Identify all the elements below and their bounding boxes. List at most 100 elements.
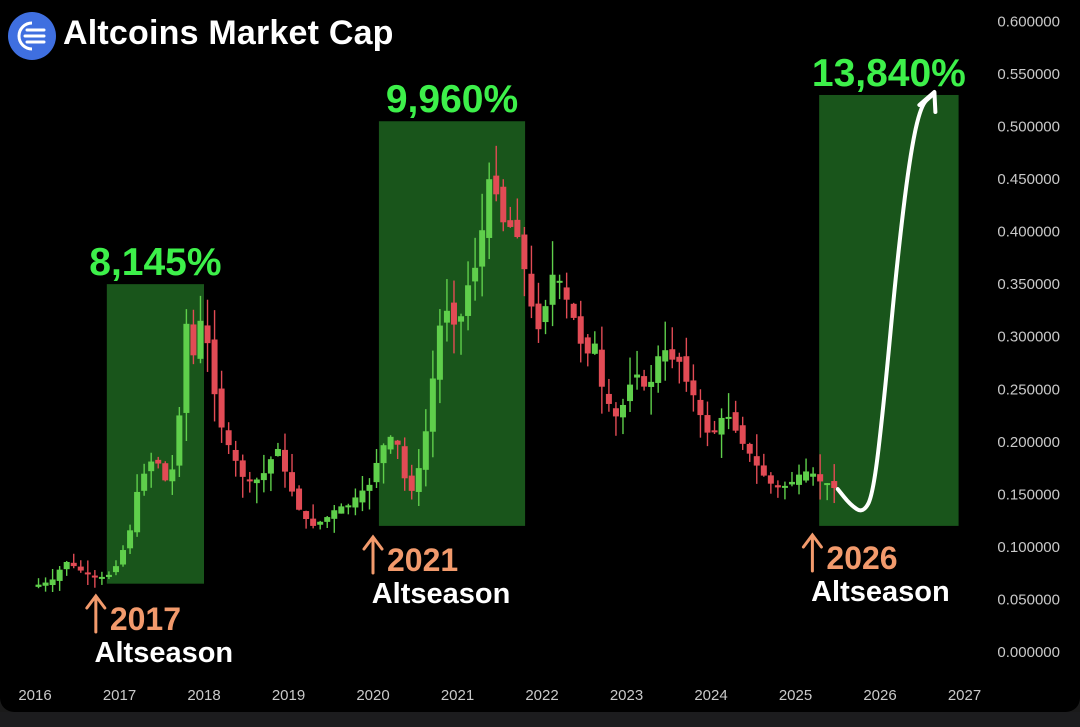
- x-tick-label: 2019: [272, 687, 305, 704]
- candle-body: [627, 384, 634, 402]
- highlight-zone: [819, 94, 959, 526]
- candle-body: [507, 220, 514, 227]
- candle-body: [584, 337, 591, 354]
- candle-body: [112, 566, 119, 573]
- candle-body: [267, 459, 274, 474]
- up-arrow-icon: [85, 593, 107, 634]
- candle-body: [211, 339, 218, 395]
- candle-body: [274, 449, 281, 457]
- candle-body: [176, 415, 183, 466]
- candle-body: [218, 388, 225, 428]
- candle-body: [77, 566, 84, 571]
- chart-frame: Altcoins Market Cap 0.000000 0.050000 0.10…: [0, 0, 1080, 712]
- candle-body: [317, 521, 324, 525]
- candle-body: [127, 530, 134, 549]
- chart-title: Altcoins Market Cap: [63, 14, 394, 52]
- candle-body: [225, 430, 232, 446]
- candle-body: [500, 186, 507, 223]
- candle-body: [49, 579, 56, 586]
- candle-body: [570, 303, 577, 318]
- candle-body: [42, 582, 49, 586]
- candle-body: [704, 415, 711, 433]
- candle-body: [648, 381, 655, 387]
- candle-body: [831, 481, 838, 489]
- candle-body: [655, 356, 662, 383]
- candle-body: [352, 497, 359, 508]
- candle-body: [436, 325, 443, 380]
- candle-body: [619, 404, 626, 418]
- candle-body: [253, 479, 260, 484]
- candle-body: [70, 562, 77, 567]
- candle-body: [458, 316, 465, 322]
- candle-body: [781, 485, 788, 488]
- candle-body: [239, 460, 246, 477]
- candle-body: [232, 449, 239, 461]
- candle-body: [105, 574, 112, 577]
- candle-body: [669, 349, 676, 360]
- chart-svg: 0.000000 0.050000 0.100000 0.150000 0.200000…: [18, 13, 1060, 704]
- y-tick-label: 0.400000: [997, 224, 1060, 241]
- candle-body: [641, 376, 648, 387]
- candle-body: [676, 356, 683, 362]
- logo-lines-icon: [17, 21, 46, 51]
- candle-body: [725, 416, 732, 419]
- x-tick-label: 2022: [525, 687, 558, 704]
- candle-body: [774, 485, 781, 488]
- candle-body: [634, 374, 641, 378]
- candle-body: [345, 505, 352, 508]
- highlight-zone: [106, 284, 204, 584]
- altseason-label: Altseason: [372, 578, 511, 610]
- candle-body: [204, 325, 211, 344]
- candle-body: [84, 572, 91, 575]
- y-tick-label: 0.300000: [997, 329, 1060, 346]
- candle-body: [796, 474, 803, 485]
- y-tick-label: 0.500000: [997, 119, 1060, 136]
- candle-body: [63, 561, 70, 570]
- candle-body: [443, 310, 450, 323]
- candle-body: [479, 230, 486, 267]
- x-tick-label: 2023: [610, 687, 643, 704]
- candle-body: [415, 468, 422, 492]
- candle-body: [91, 575, 98, 578]
- candle-body: [289, 472, 296, 492]
- candle-body: [380, 445, 387, 464]
- percent-gain-label: 13,840%: [812, 52, 966, 95]
- candle-body: [246, 479, 253, 482]
- altseason-label: Altseason: [811, 576, 950, 608]
- y-tick-label: 0.600000: [997, 13, 1060, 30]
- candle-body: [120, 550, 127, 565]
- candle-body: [359, 490, 366, 503]
- candle-body: [155, 459, 162, 464]
- projection-curve: [835, 92, 935, 513]
- x-tick-label: 2021: [441, 687, 474, 704]
- candle-body: [141, 473, 148, 491]
- candle-body: [662, 350, 669, 362]
- candle-body: [98, 576, 105, 579]
- candle-body: [162, 463, 169, 481]
- candle-body: [486, 179, 493, 238]
- x-tick-label: 2024: [694, 687, 727, 704]
- candle-body: [563, 287, 570, 300]
- x-tick-label: 2025: [779, 687, 812, 704]
- altseason-year: 2017: [110, 601, 181, 637]
- y-tick-label: 0.050000: [997, 591, 1060, 608]
- up-arrow-icon: [362, 534, 384, 575]
- candle-body: [56, 569, 63, 581]
- y-tick-label: 0.200000: [997, 434, 1060, 451]
- candle-body: [514, 219, 521, 238]
- y-tick-label: 0.000000: [997, 644, 1060, 661]
- candle-body: [366, 484, 373, 491]
- y-tick-label: 0.150000: [997, 486, 1060, 503]
- candle-body: [605, 393, 612, 404]
- candle-body: [718, 417, 725, 435]
- x-tick-label: 2026: [863, 687, 896, 704]
- candle-body: [612, 408, 619, 417]
- x-tick-label: 2018: [187, 687, 220, 704]
- percent-gain-label: 9,960%: [386, 78, 518, 121]
- altseason-year: 2021: [387, 542, 458, 578]
- candle-body: [401, 446, 408, 479]
- candle-body: [528, 273, 535, 307]
- candle-body: [296, 488, 303, 510]
- logo-icon: [8, 12, 56, 60]
- candle-body: [387, 436, 394, 450]
